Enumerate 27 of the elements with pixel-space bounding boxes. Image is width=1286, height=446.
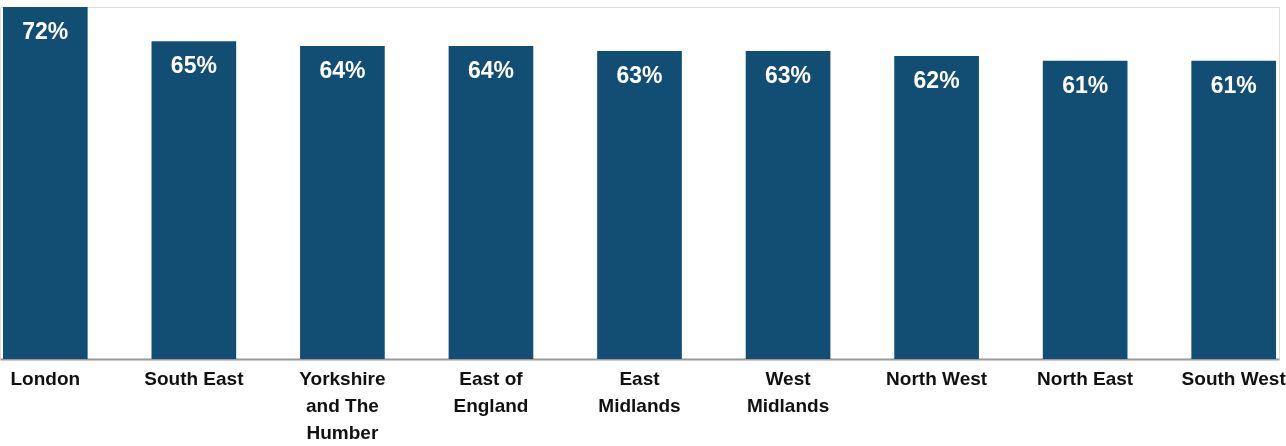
data-label: 62% xyxy=(913,66,960,93)
x-tick-label: Yorkshire and The Humber xyxy=(299,367,386,443)
x-tick-label: North West xyxy=(886,367,988,389)
bar xyxy=(745,51,831,359)
data-label: 63% xyxy=(616,62,663,88)
bar xyxy=(151,41,237,359)
data-label: 72% xyxy=(22,18,69,44)
x-tick-label: East Midlands xyxy=(598,367,681,416)
data-label: 61% xyxy=(1062,71,1109,98)
bar xyxy=(597,51,682,359)
data-label: 64% xyxy=(467,57,514,84)
x-tick-label: West Midlands xyxy=(746,367,830,416)
bar xyxy=(894,55,979,359)
data-label: 64% xyxy=(319,57,366,84)
data-label: 63% xyxy=(765,62,812,88)
x-tick-label: South West xyxy=(1181,367,1286,389)
data-label: 61% xyxy=(1210,71,1257,98)
x-tick-label: North East xyxy=(1037,367,1134,389)
x-tick-label: South East xyxy=(144,367,245,389)
bar xyxy=(1042,60,1128,359)
x-tick-label: London xyxy=(10,367,81,389)
bar xyxy=(2,7,88,359)
data-label: 65% xyxy=(170,52,217,79)
bar xyxy=(300,46,385,359)
bar xyxy=(448,46,534,359)
x-tick-label: East of England xyxy=(453,367,529,416)
bar xyxy=(1191,60,1277,359)
